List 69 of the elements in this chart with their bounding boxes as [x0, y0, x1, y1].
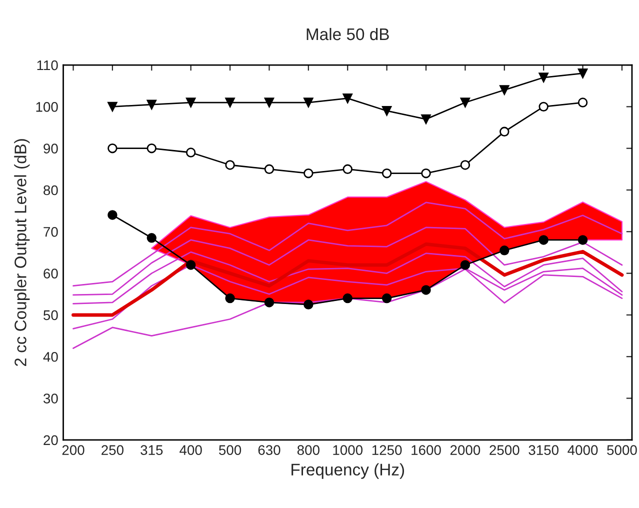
point	[382, 293, 392, 304]
point	[500, 85, 510, 95]
point	[264, 164, 274, 174]
y-tick-label: 50	[44, 310, 58, 320]
point	[186, 260, 196, 270]
x-tick-label: 1250	[372, 445, 402, 455]
y-tick-label: 40	[43, 352, 58, 362]
x-tick-label: 630	[258, 445, 280, 455]
point	[304, 168, 314, 178]
chart-title: Male 50 dB	[306, 28, 389, 40]
x-tick-label: 3150	[528, 445, 558, 455]
y-tick-label: 70	[44, 226, 58, 237]
point	[421, 168, 431, 178]
y-axis-title: 2 cc Coupler Output Level (dB)	[14, 139, 30, 366]
x-tick-label: 2000	[450, 445, 480, 455]
point	[460, 98, 470, 108]
point	[146, 233, 157, 243]
line-series	[72, 226, 623, 296]
x-axis-title: Frequency (Hz)	[292, 463, 404, 479]
y-tick-label: 60	[44, 268, 58, 278]
point	[460, 160, 470, 170]
point	[264, 298, 274, 308]
point	[500, 246, 510, 256]
point	[146, 100, 157, 110]
point	[186, 148, 196, 158]
point	[578, 68, 588, 78]
y-tick-label: 100	[36, 102, 58, 112]
point	[382, 168, 392, 178]
point	[304, 98, 314, 108]
y-tick-label: 110	[37, 60, 58, 70]
x-tick-label: 2500	[490, 445, 520, 455]
y-tick-label: 90	[44, 144, 58, 154]
point	[460, 260, 470, 270]
point	[108, 143, 118, 154]
point	[304, 300, 314, 310]
point	[538, 72, 548, 82]
y-tick-label: 20	[44, 435, 58, 446]
x-tick-label: 800	[297, 445, 320, 455]
point	[538, 102, 548, 112]
point	[186, 98, 196, 108]
point	[342, 164, 352, 174]
point	[342, 93, 352, 104]
point	[264, 98, 274, 108]
point	[342, 293, 352, 304]
point	[538, 235, 548, 245]
point	[225, 293, 235, 304]
point	[108, 102, 118, 112]
y-tick-label: 30	[43, 394, 58, 404]
y-tick-label: 80	[44, 185, 58, 196]
x-tick-label: 4000	[568, 445, 598, 455]
point	[225, 160, 235, 170]
x-tick-label: 1000	[333, 445, 363, 455]
point	[421, 285, 431, 295]
point	[500, 126, 510, 137]
x-tick-label: 500	[219, 445, 242, 455]
point	[578, 98, 588, 108]
x-tick-label: 250	[102, 445, 124, 455]
x-tick-label: 200	[62, 445, 84, 455]
line-series	[72, 202, 623, 286]
point	[146, 143, 157, 154]
point	[108, 210, 118, 220]
x-tick-label: 5000	[607, 445, 637, 455]
x-tick-label: 400	[180, 445, 202, 455]
x-tick-label: 315	[140, 445, 163, 455]
point	[225, 98, 235, 108]
point	[578, 235, 588, 245]
point	[382, 106, 392, 116]
point	[421, 114, 431, 124]
x-tick-label: 1600	[412, 445, 441, 455]
